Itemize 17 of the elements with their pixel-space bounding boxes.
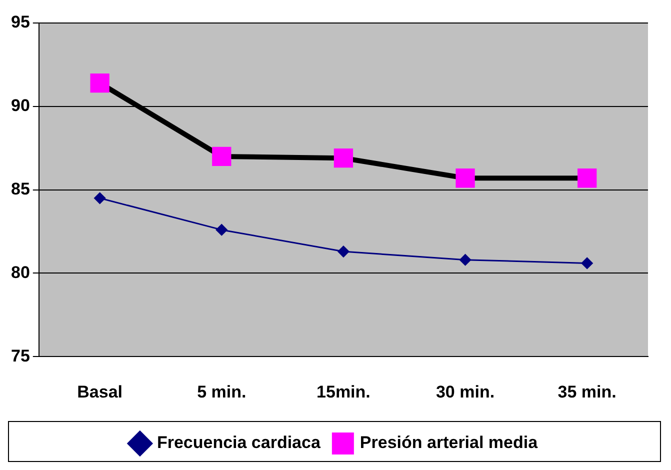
y-tick-label: 95 bbox=[10, 12, 30, 32]
x-tick-label: 15min. bbox=[316, 382, 370, 402]
point bbox=[460, 254, 472, 266]
x-tick-label: 30 min. bbox=[436, 382, 495, 402]
x-tick-label: 35 min. bbox=[558, 382, 616, 402]
y-tick-label: 80 bbox=[10, 262, 30, 282]
point bbox=[94, 192, 106, 204]
y-tick-label: 85 bbox=[10, 179, 30, 198]
point bbox=[216, 224, 228, 236]
x-tick-label: Basal bbox=[77, 382, 123, 402]
x-tick-label: 5 min. bbox=[197, 382, 246, 402]
y-tick-label: 75 bbox=[10, 346, 30, 366]
legend-label: Presión arterial media bbox=[360, 433, 538, 452]
legend-label: Frecuencia cardiaca bbox=[156, 433, 321, 452]
point bbox=[581, 257, 593, 269]
y-tick-label: 90 bbox=[10, 96, 30, 116]
point bbox=[338, 246, 350, 258]
